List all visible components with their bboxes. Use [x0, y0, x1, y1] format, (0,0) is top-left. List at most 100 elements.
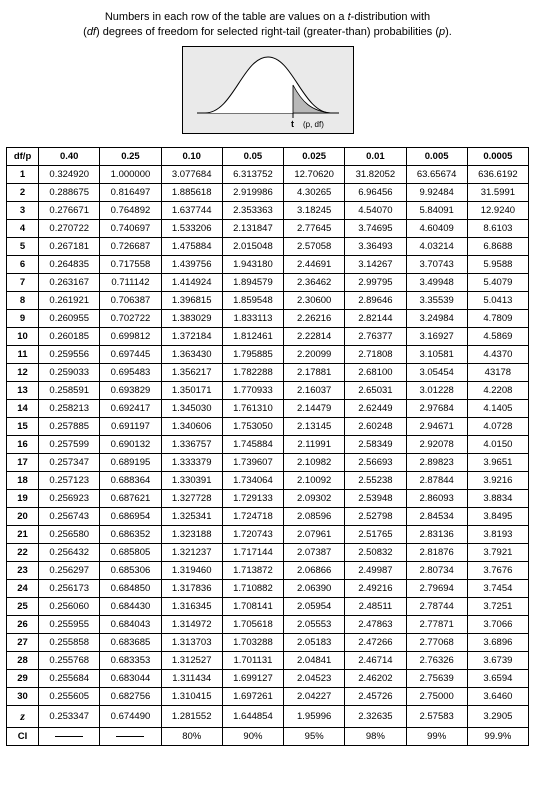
value-cell: 1.356217	[161, 363, 222, 381]
value-cell: 4.30265	[284, 183, 345, 201]
value-cell: 1.345030	[161, 399, 222, 417]
df-cell: 26	[7, 615, 39, 633]
value-cell: 2.79694	[406, 579, 467, 597]
value-cell: 1.319460	[161, 561, 222, 579]
value-cell: 1.761310	[222, 399, 283, 417]
value-cell: 0.261921	[39, 291, 100, 309]
value-cell: 2.49987	[345, 561, 406, 579]
value-cell: 2.45726	[345, 687, 406, 705]
value-cell: 0.683353	[100, 651, 161, 669]
value-cell: 1.703288	[222, 633, 283, 651]
ci-cell: 95%	[284, 727, 345, 745]
ci-cell: 99.9%	[467, 727, 528, 745]
value-cell: 0.253347	[39, 705, 100, 727]
value-cell: 4.60409	[406, 219, 467, 237]
table-head: df/p 0.40 0.25 0.10 0.05 0.025 0.01 0.00…	[7, 147, 529, 165]
value-cell: 2.10982	[284, 453, 345, 471]
df-cell: 14	[7, 399, 39, 417]
df-cell: 6	[7, 255, 39, 273]
df-cell: 18	[7, 471, 39, 489]
value-cell: 2.51765	[345, 525, 406, 543]
value-cell: 6.96456	[345, 183, 406, 201]
value-cell: 2.015048	[222, 237, 283, 255]
value-cell: 0.255768	[39, 651, 100, 669]
table-row: 280.2557680.6833531.3125271.7011312.0484…	[7, 651, 529, 669]
value-cell: 0.259033	[39, 363, 100, 381]
value-cell: 3.9216	[467, 471, 528, 489]
value-cell: 1.336757	[161, 435, 222, 453]
df-cell: 9	[7, 309, 39, 327]
value-cell: 2.30600	[284, 291, 345, 309]
table-row: 300.2556050.6827561.3104151.6972612.0422…	[7, 687, 529, 705]
caption-line1-post: -distribution with	[351, 11, 430, 23]
table-row: 130.2585910.6938291.3501711.7709332.1603…	[7, 381, 529, 399]
value-cell: 1.95996	[284, 705, 345, 727]
df-cell: 23	[7, 561, 39, 579]
value-cell: 3.8834	[467, 489, 528, 507]
value-cell: 0.267181	[39, 237, 100, 255]
value-cell: 0.684043	[100, 615, 161, 633]
table-row: 250.2560600.6844301.3163451.7081412.0595…	[7, 597, 529, 615]
table-row: 120.2590330.6954831.3562171.7822882.1788…	[7, 363, 529, 381]
value-cell: 3.7251	[467, 597, 528, 615]
value-cell: 2.22814	[284, 327, 345, 345]
df-cell: 20	[7, 507, 39, 525]
value-cell: 0.688364	[100, 471, 161, 489]
value-cell: 2.08596	[284, 507, 345, 525]
p-header: 0.01	[345, 147, 406, 165]
value-cell: 3.01228	[406, 381, 467, 399]
table-row: 260.2559550.6840431.3149721.7056182.0555…	[7, 615, 529, 633]
value-cell: 1.323188	[161, 525, 222, 543]
ci-cell: 90%	[222, 727, 283, 745]
value-cell: 3.9651	[467, 453, 528, 471]
value-cell: 3.18245	[284, 201, 345, 219]
value-cell: 2.77871	[406, 615, 467, 633]
value-cell: 2.58349	[345, 435, 406, 453]
value-cell: 2.92078	[406, 435, 467, 453]
value-cell: 2.06866	[284, 561, 345, 579]
value-cell: 63.65674	[406, 165, 467, 183]
value-cell: 5.0413	[467, 291, 528, 309]
value-cell: 3.6896	[467, 633, 528, 651]
p-header: 0.0005	[467, 147, 528, 165]
value-cell: 0.683044	[100, 669, 161, 687]
value-cell: 0.258213	[39, 399, 100, 417]
value-cell: 0.257885	[39, 417, 100, 435]
df-cell: 28	[7, 651, 39, 669]
value-cell: 1.310415	[161, 687, 222, 705]
value-cell: 0.685306	[100, 561, 161, 579]
value-cell: 0.257599	[39, 435, 100, 453]
table-row: 180.2571230.6883641.3303911.7340642.1009…	[7, 471, 529, 489]
value-cell: 2.04227	[284, 687, 345, 705]
value-cell: 1.753050	[222, 417, 283, 435]
df-cell: 27	[7, 633, 39, 651]
value-cell: 2.77645	[284, 219, 345, 237]
value-cell: 0.276671	[39, 201, 100, 219]
value-cell: 9.92484	[406, 183, 467, 201]
value-cell: 4.7809	[467, 309, 528, 327]
df-cell: 16	[7, 435, 39, 453]
df-cell: 4	[7, 219, 39, 237]
value-cell: 2.44691	[284, 255, 345, 273]
ci-cell	[39, 727, 100, 745]
value-cell: 1.699127	[222, 669, 283, 687]
value-cell: 8.6103	[467, 219, 528, 237]
value-cell: 1.885618	[161, 183, 222, 201]
value-cell: 1.333379	[161, 453, 222, 471]
df-cell: 8	[7, 291, 39, 309]
value-cell: 0.687621	[100, 489, 161, 507]
figure-wrap: t (p, df)	[6, 46, 529, 139]
value-cell: 3.7921	[467, 543, 528, 561]
value-cell: 0.256173	[39, 579, 100, 597]
value-cell: 0.255955	[39, 615, 100, 633]
value-cell: 2.05553	[284, 615, 345, 633]
figure-t-label: t	[291, 119, 294, 129]
value-cell: 0.682756	[100, 687, 161, 705]
value-cell: 0.706387	[100, 291, 161, 309]
value-cell: 4.54070	[345, 201, 406, 219]
value-cell: 3.05454	[406, 363, 467, 381]
value-cell: 6.8688	[467, 237, 528, 255]
caption-line2-mid: ) degrees of freedom for selected right-…	[96, 26, 439, 38]
value-cell: 1.327728	[161, 489, 222, 507]
p-header: 0.025	[284, 147, 345, 165]
